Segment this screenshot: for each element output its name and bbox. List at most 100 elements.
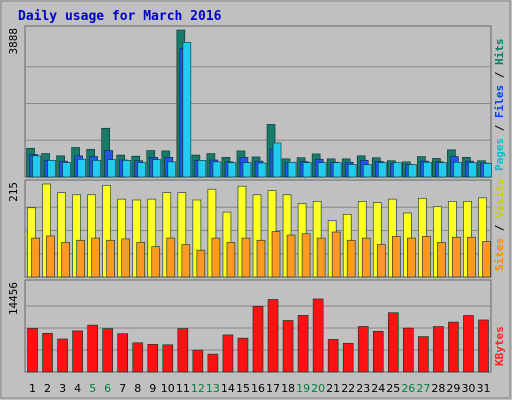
bar-kbytes-day-28 [433,326,444,373]
bar-kbytes-day-5 [87,324,98,373]
bar-kbytes-day-18 [282,320,294,373]
x-tick-label-day-11: 11 [176,382,190,395]
bar-kbytes-day-3 [57,338,68,373]
x-tick-label-day-10: 10 [161,382,175,395]
bar-kbytes-day-31 [478,319,489,373]
x-tick-label-day-23: 23 [356,382,370,395]
bar-pages-day-8 [137,162,147,178]
x-tick-label-day-26: 26 [401,382,415,395]
bar-kbytes-day-29 [448,321,459,373]
bar-pages-day-31 [483,163,492,178]
bar-kbytes-day-20 [312,298,324,373]
bar-kbytes-day-1 [27,328,38,373]
x-tick-label-day-14: 14 [221,382,235,395]
bar-kbytes-day-16 [252,305,264,373]
panel-kbytes: 14456 KBytes [7,279,506,373]
x-tick-label-day-16: 16 [251,382,265,395]
right-legend: Pages / Files / Hits [493,39,506,172]
bar-kbytes-day-24 [372,330,384,373]
x-tick-label-day-28: 28 [431,382,445,395]
x-tick-label-day-7: 7 [119,382,126,395]
x-tick-label-day-15: 15 [236,382,250,395]
x-tick-label-day-27: 27 [416,382,430,395]
bar-sites-day-20 [316,237,326,278]
bar-sites-day-7 [121,238,131,278]
bar-kbytes-day-26 [403,327,414,373]
bar-pages-day-7 [122,160,132,178]
bar-sites-day-11 [181,244,191,278]
x-tick-label-day-4: 4 [74,382,81,395]
bar-kbytes-day-23 [357,326,369,373]
x-tick-label-day-6: 6 [104,382,111,395]
bar-kbytes-day-6 [102,328,113,373]
bar-sites-day-2 [46,235,55,278]
bar-pages-day-22 [347,164,357,178]
legend-pages: Pages [493,138,506,171]
chart-title: Daily usage for March 2016 [18,9,222,24]
bar-kbytes-day-10 [162,344,174,373]
bar-sites-day-31 [482,241,491,278]
bar-kbytes-day-25 [387,312,399,373]
bar-sites-day-24 [376,244,386,278]
bar-pages-day-30 [468,162,477,178]
bar-kbytes-day-12 [192,349,204,373]
bar-sites-day-29 [452,236,461,278]
bar-kbytes-day-14 [222,334,234,373]
bar-kbytes-day-21 [327,339,339,373]
bar-pages-day-21 [332,162,342,178]
x-tick-label-day-5: 5 [89,382,96,395]
bar-pages-day-11 [182,42,192,178]
bar-sites-day-5 [91,237,100,278]
x-tick-label-day-1: 1 [29,382,36,395]
x-tick-label-day-13: 13 [206,382,220,395]
x-tick-label-day-12: 12 [191,382,205,395]
bar-pages-day-1 [32,155,41,178]
bar-pages-day-19 [302,162,312,178]
x-tick-label-day-24: 24 [371,382,385,395]
bar-pages-day-20 [317,162,327,178]
bar-sites-day-30 [467,236,476,278]
x-tick-label-day-17: 17 [266,382,280,395]
bar-kbytes-day-22 [342,342,354,373]
x-tick-label-day-2: 2 [44,382,51,395]
bar-sites-day-23 [361,237,371,278]
bar-sites-day-22 [346,239,356,278]
bar-pages-day-26 [408,164,417,178]
bar-sites-day-26 [407,237,416,278]
bar-pages-day-23 [362,164,372,178]
bar-pages-day-14 [227,162,237,178]
bar-kbytes-day-11 [177,328,189,373]
bar-pages-day-18 [287,161,297,178]
bar-sites-day-15 [241,237,251,278]
x-tick-label-day-22: 22 [341,382,355,395]
bar-kbytes-day-7 [117,333,129,373]
bar-sites-day-14 [226,242,236,278]
bar-pages-day-17 [272,142,282,178]
bar-pages-day-6 [107,159,116,178]
bar-pages-day-16 [257,162,267,178]
bar-kbytes-day-13 [207,353,219,373]
bar-pages-day-9 [152,159,162,178]
legend-separator: / [493,218,506,238]
bar-kbytes-day-17 [267,299,279,373]
bar-kbytes-day-30 [463,315,474,373]
bar-kbytes-day-19 [297,315,309,373]
panel-hits-files-pages: 3888 Pages / Files / Hits [7,25,506,178]
bar-kbytes-day-4 [72,330,83,373]
bar-sites-day-4 [76,239,85,278]
panel-visits-sites: 215 Sites / Visits [7,178,506,278]
bar-pages-day-5 [92,160,101,178]
bar-sites-day-17 [271,231,281,278]
bar-kbytes-day-27 [418,336,429,373]
y-max-label: 215 [7,182,20,202]
bar-pages-day-4 [77,158,86,178]
bar-pages-day-13 [212,161,222,178]
y-max-label: 14456 [7,282,20,315]
bar-sites-day-6 [106,239,115,278]
legend-hits: Hits [493,39,506,66]
bar-sites-day-13 [211,237,221,278]
bar-sites-day-12 [196,249,206,278]
bar-pages-day-10 [167,161,177,178]
